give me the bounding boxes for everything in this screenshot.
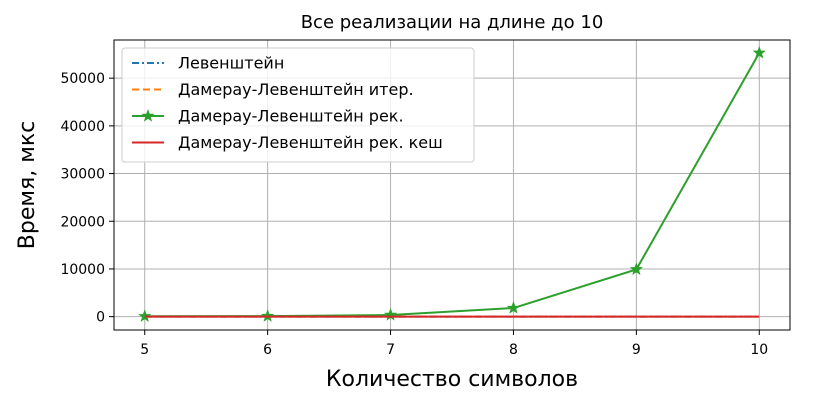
y-tick-label: 50000 — [60, 71, 105, 87]
y-axis-label: Время, мкс — [15, 121, 40, 249]
legend-label: Дамерау-Левенштейн рек. — [178, 107, 404, 126]
x-tick-label: 10 — [750, 342, 768, 358]
series-point — [752, 45, 766, 59]
y-tick-label: 10000 — [60, 262, 105, 278]
legend: Левенштейн Дамерау-Левенштейн итер. Дамера… — [121, 47, 475, 163]
legend-label: Дамерау-Левенштейн итер. — [178, 80, 414, 99]
legend-label: Дамерау-Левенштейн рек. кеш — [178, 133, 443, 152]
x-axis-label: Количество символов — [326, 367, 578, 392]
y-tick-label: 20000 — [60, 214, 105, 230]
legend-box — [121, 47, 475, 163]
x-tick-label: 9 — [632, 342, 641, 358]
x-tick-label: 8 — [509, 342, 518, 358]
y-tick-label: 40000 — [60, 119, 105, 135]
plot-frame — [113, 39, 791, 331]
legend-marker — [141, 109, 155, 122]
series-point — [629, 262, 643, 276]
series-layer — [138, 45, 766, 322]
chart-title: Все реализации на длине до 10 — [301, 12, 604, 33]
series-point — [506, 301, 521, 314]
x-tick-label: 6 — [263, 342, 272, 358]
x-tick-label: 7 — [386, 342, 395, 358]
ticks-layer: 5 6 7 8 9 10 0 10000 20000 30000 40000 50000 — [60, 71, 768, 358]
x-tick-label: 5 — [140, 342, 149, 358]
y-tick-label: 30000 — [60, 167, 105, 183]
y-tick-label: 0 — [96, 310, 105, 326]
legend-label: Левенштейн — [178, 54, 284, 73]
